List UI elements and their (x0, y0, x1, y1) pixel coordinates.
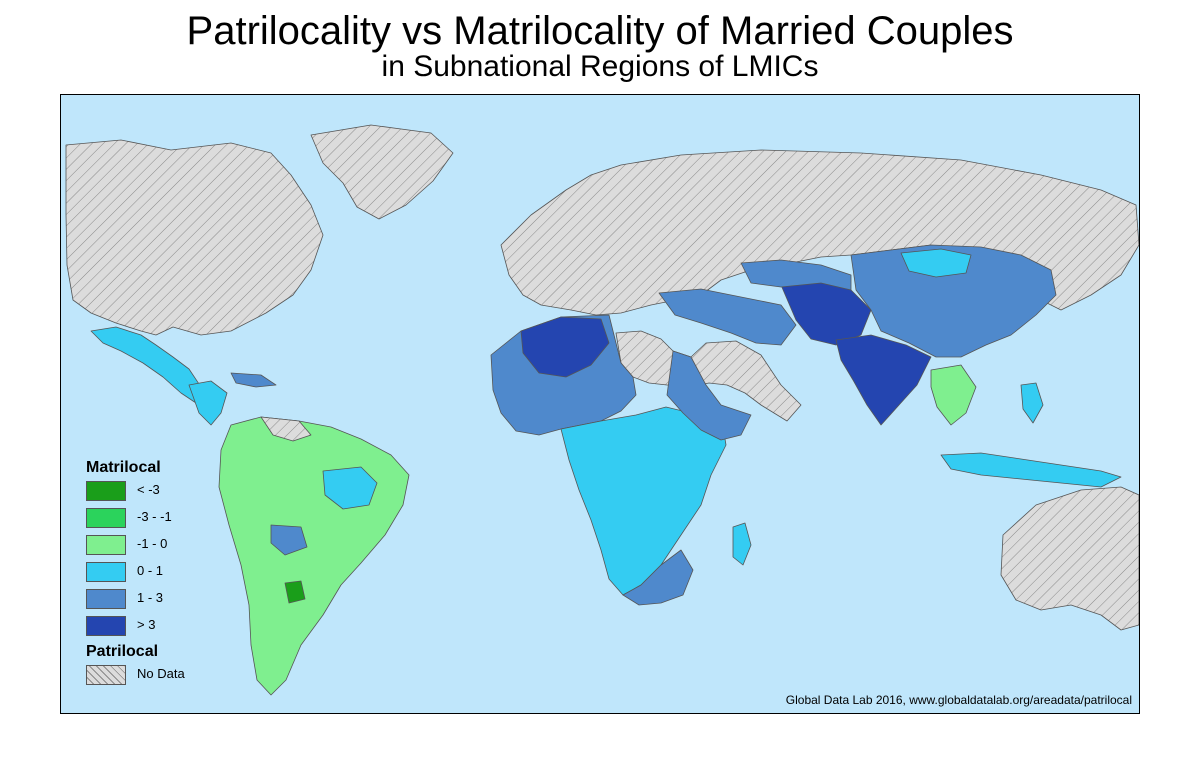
legend-swatch-no-data (86, 665, 126, 685)
region-brazil-east (322, 466, 378, 510)
region-colombia-venezuela (260, 416, 312, 442)
region-greenland (310, 124, 454, 220)
region-north-america (65, 139, 324, 336)
legend-label: 0 - 1 (137, 563, 164, 578)
region-algeria (520, 316, 610, 378)
legend-row: -1 - 0 (86, 532, 236, 559)
legend-row: 1 - 3 (86, 586, 236, 613)
region-bolivia (270, 524, 308, 556)
legend-label: > 3 (137, 617, 156, 632)
map-subtitle: in Subnational Regions of LMICs (381, 50, 819, 83)
region-central-asia (740, 259, 852, 291)
legend-swatch (86, 589, 126, 609)
region-caribbean (230, 372, 277, 388)
region-africa-central (560, 406, 727, 596)
legend-label: 1 - 3 (137, 590, 164, 605)
legend-row: > 3 (86, 613, 236, 640)
legend-row: < -3 (86, 478, 236, 505)
region-australia (1000, 486, 1139, 631)
region-china-mongolia (850, 244, 1057, 358)
legend-row: -3 - -1 (86, 505, 236, 532)
region-horn-of-africa (666, 350, 752, 441)
region-southeast-asia (930, 364, 977, 426)
map-legend: Matrilocal < -3 -3 - -1 -1 - 0 0 - 1 1 - 3 > … (86, 458, 236, 689)
legend-swatch (86, 616, 126, 636)
map-frame (60, 94, 1140, 714)
legend-row-no-data: No Data (86, 662, 236, 689)
region-philippines (1020, 382, 1044, 424)
legend-heading-patrilocal: Patrilocal (86, 643, 159, 660)
region-india (835, 334, 932, 426)
legend-swatch (86, 481, 126, 501)
legend-label: < -3 (137, 482, 160, 497)
region-turkey-iran (658, 288, 797, 346)
legend-classes: < -3 -3 - -1 -1 - 0 0 - 1 1 - 3 > 3 (86, 478, 236, 640)
legend-swatch (86, 508, 126, 528)
legend-label-no-data: No Data (137, 666, 185, 681)
legend-row: 0 - 1 (86, 559, 236, 586)
region-southern-africa (622, 549, 694, 606)
region-central-america (188, 380, 228, 426)
region-indonesia (940, 452, 1122, 488)
source-credit: Global Data Lab 2016, www.globaldatalab.… (785, 693, 1132, 707)
map-title: Patrilocality vs Matrilocality of Marrie… (186, 9, 1014, 53)
legend-heading-matrilocal: Matrilocal (86, 459, 161, 476)
world-map (61, 95, 1139, 713)
legend-swatch (86, 535, 126, 555)
legend-label: -3 - -1 (137, 509, 172, 524)
region-paraguay (284, 580, 306, 604)
region-madagascar (732, 522, 752, 566)
legend-label: -1 - 0 (137, 536, 168, 551)
legend-swatch (86, 562, 126, 582)
region-mongolia-east (900, 248, 972, 278)
